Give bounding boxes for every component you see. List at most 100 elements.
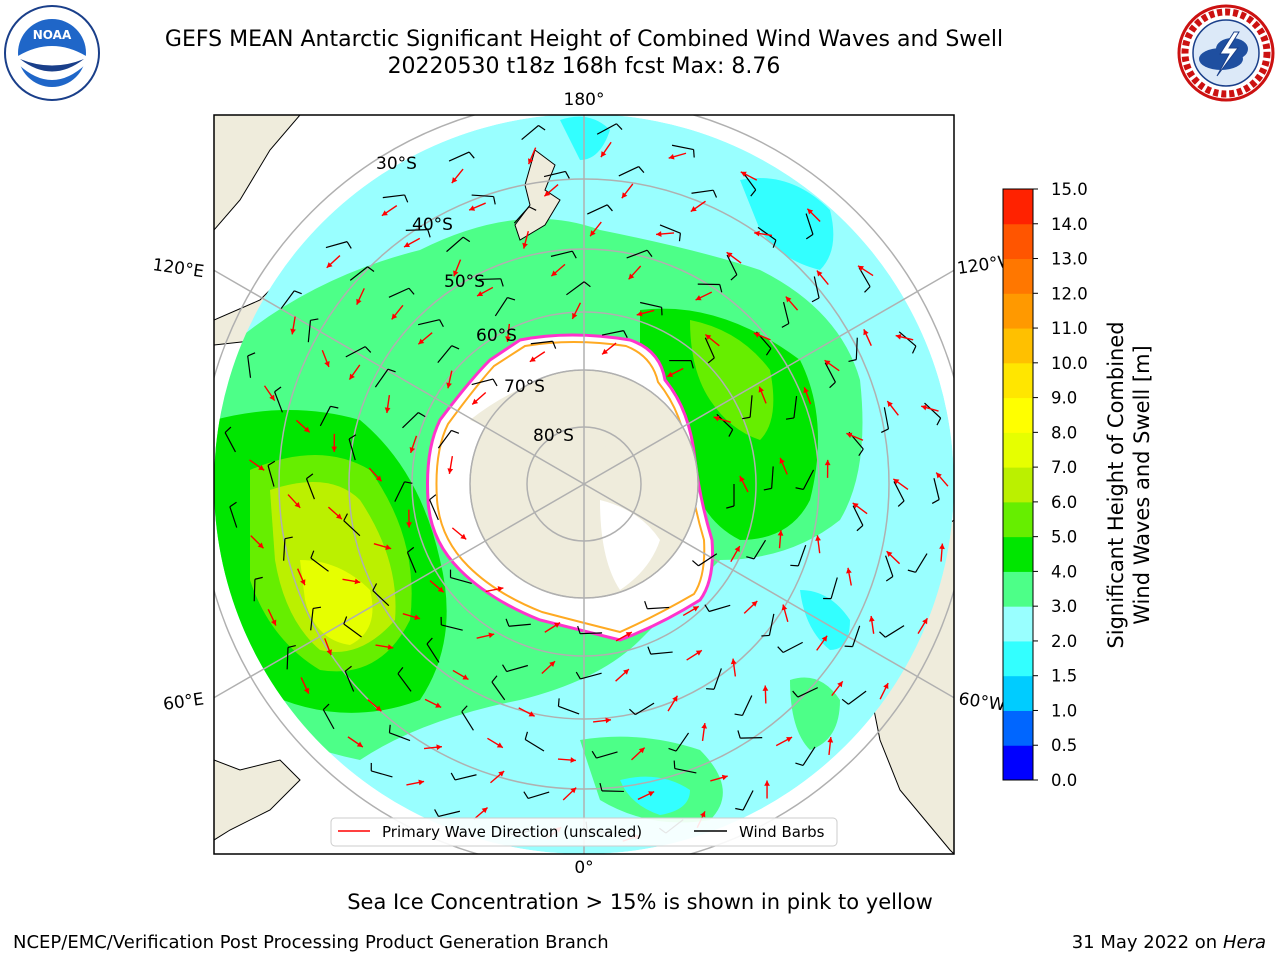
africa-land <box>214 759 301 841</box>
wind-barb <box>813 276 820 299</box>
wind-barb <box>402 412 419 429</box>
wave-direction-arrowhead <box>895 334 902 340</box>
colorbar-tick-label: 5.0 <box>1051 528 1077 547</box>
wind-barb-flag <box>742 416 751 420</box>
wind-barb <box>229 506 238 528</box>
wave-direction-arrowhead <box>692 606 699 612</box>
colorbar-tick-label: 11.0 <box>1051 319 1088 338</box>
wind-barb <box>893 481 905 502</box>
wave-direction-arrowhead <box>758 386 764 393</box>
wind-barb-flag <box>583 281 591 288</box>
wave-direction-arrowhead <box>505 336 511 342</box>
wind-barb-flag <box>841 698 849 705</box>
wave-direction-arrowhead <box>636 310 643 317</box>
wind-barb-flag <box>523 791 529 799</box>
wave-direction-arrowhead <box>705 334 712 341</box>
colorbar-segment <box>1003 571 1033 607</box>
wind-barb <box>566 281 585 296</box>
wind-barb-flag <box>306 473 314 480</box>
wind-barb-flag <box>367 266 375 272</box>
wave-direction-arrowhead <box>785 296 792 303</box>
wind-barb-flag <box>274 386 282 393</box>
wind-barb-flag <box>712 189 718 198</box>
wind-barb-flag <box>564 171 570 179</box>
wind-barb <box>596 751 618 759</box>
wind-barb-flag <box>528 206 537 211</box>
colorbar-tick-label: 14.0 <box>1051 215 1088 234</box>
wind-barb <box>855 337 858 360</box>
wind-barb-flag <box>668 747 677 752</box>
wind-barb <box>372 590 390 607</box>
wave-direction-arrowhead <box>324 361 330 367</box>
wind-barb <box>345 346 366 358</box>
wind-barb-flag <box>765 348 772 356</box>
wind-barb <box>325 241 348 249</box>
wave-direction-arrowhead <box>605 717 611 724</box>
wind-barb-flag <box>346 241 352 249</box>
wind-barb <box>924 402 942 419</box>
wave-direction-arrowhead <box>886 551 893 557</box>
wave-direction-arrowhead <box>375 705 382 712</box>
colorbar-tick-label: 7.0 <box>1051 458 1077 477</box>
wave-direction-arrowhead <box>375 475 382 482</box>
wave-direction-arrowhead <box>786 737 793 743</box>
wind-barb-flag <box>247 352 256 357</box>
wave-direction-arrowhead <box>488 632 495 639</box>
colorbar-segment <box>1003 328 1033 364</box>
wind-barb-flag <box>343 616 348 625</box>
wind-barb-flag <box>936 417 942 426</box>
wind-barb <box>550 250 573 257</box>
wave-direction-arrowhead <box>498 771 505 777</box>
lat-label-80s: 80°S <box>533 426 574 446</box>
wind-barb-flag <box>577 625 581 634</box>
wind-barb <box>437 430 452 449</box>
wind-barb <box>286 647 289 670</box>
wave-direction-arrowhead <box>384 407 391 413</box>
wave-direction-arrowhead <box>690 206 697 212</box>
lat-label-30s: 30°S <box>376 154 417 174</box>
wind-barb <box>618 166 639 177</box>
colorbar-tick-label: 10.0 <box>1051 354 1088 373</box>
colorbar-tick-label: 2.0 <box>1051 632 1077 651</box>
wind-barb <box>471 194 494 198</box>
wave-direction-arrowhead <box>554 622 561 628</box>
wind-barb-flag <box>500 278 504 287</box>
colorbar-tick-label: 15.0 <box>1051 180 1088 199</box>
wave-direction-arrowhead <box>807 208 814 215</box>
noaa-logo-text: NOAA <box>33 28 72 42</box>
colorbar-segment <box>1003 189 1033 225</box>
wind-barb-flag <box>805 233 814 240</box>
wind-barb-flag <box>591 750 597 759</box>
wind-barb <box>491 681 506 701</box>
wave-direction-arrowhead <box>648 791 655 797</box>
wind-barb <box>406 552 417 573</box>
wind-barb-flag <box>552 340 557 349</box>
wave-direction-arrowhead <box>356 741 363 747</box>
wave-direction-arrowhead <box>638 747 645 754</box>
wind-barb <box>446 236 464 253</box>
wave-direction-arrowhead <box>721 774 728 781</box>
wind-barb-flag <box>623 330 628 338</box>
wind-barb-flag <box>322 703 330 711</box>
wind-barb <box>852 625 861 647</box>
wind-barb-flag <box>737 730 741 739</box>
wave-direction-arrowhead <box>258 464 265 471</box>
nws-logo <box>1177 4 1275 102</box>
colorbar-segment <box>1003 606 1033 642</box>
wave-direction-arrowhead <box>462 674 469 680</box>
wind-barb <box>247 355 252 378</box>
wind-barb <box>521 125 539 141</box>
colorbar-label-line1: Significant Height of Combined <box>1104 321 1128 648</box>
wave-direction-arrowhead <box>863 329 869 336</box>
wind-barb-flag <box>690 360 694 369</box>
wind-barb-flag <box>462 236 471 243</box>
wave-direction-arrowhead <box>335 513 342 520</box>
wind-barb-flag <box>706 688 715 690</box>
wind-barb-flag <box>387 368 396 373</box>
lon-label-bottom: 0° <box>574 858 593 878</box>
wind-barb <box>716 413 734 430</box>
wind-barb-flag <box>811 297 820 303</box>
wave-direction-arrowhead <box>381 210 388 216</box>
wave-direction-arrowhead <box>549 661 556 667</box>
